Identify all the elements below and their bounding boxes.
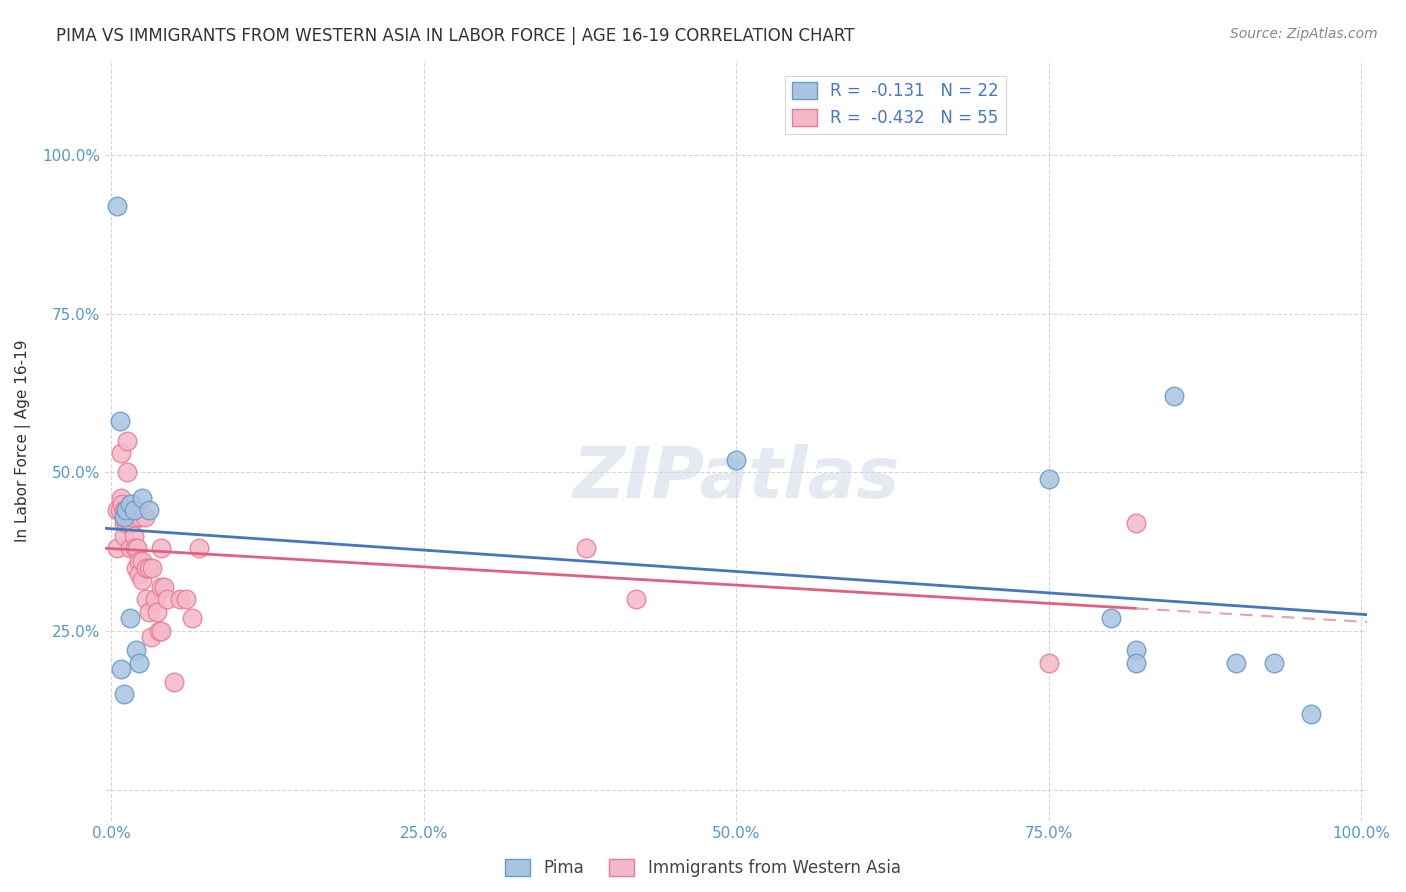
Point: [107, 199, 129, 213]
Text: ZIPatlas: ZIPatlas: [572, 444, 900, 513]
Point: [1125, 643, 1147, 657]
Point: [150, 541, 173, 556]
Point: [128, 554, 150, 568]
Point: [115, 516, 138, 530]
Legend: Pima, Immigrants from Western Asia: Pima, Immigrants from Western Asia: [499, 852, 907, 884]
Point: [111, 497, 134, 511]
Point: [624, 592, 647, 607]
Point: [112, 529, 135, 543]
Point: [121, 497, 143, 511]
Point: [152, 580, 174, 594]
Point: [141, 631, 163, 645]
Point: [110, 446, 132, 460]
Point: [122, 503, 145, 517]
Point: [156, 592, 179, 607]
Point: [187, 541, 209, 556]
Point: [115, 503, 138, 517]
Point: [174, 592, 197, 607]
Point: [1038, 656, 1060, 670]
Point: [129, 509, 152, 524]
Point: [115, 503, 138, 517]
Point: [135, 560, 157, 574]
Point: [150, 624, 173, 638]
Point: [122, 529, 145, 543]
Point: [117, 434, 139, 448]
Legend: R =  -0.131   N = 22, R =  -0.432   N = 55: R = -0.131 N = 22, R = -0.432 N = 55: [786, 76, 1005, 134]
Point: [1125, 656, 1147, 670]
Point: [181, 611, 204, 625]
Point: [169, 592, 191, 607]
Point: [146, 605, 169, 619]
Point: [122, 503, 145, 517]
Point: [138, 605, 160, 619]
Point: [117, 465, 139, 479]
Point: [575, 541, 598, 556]
Point: [131, 573, 153, 587]
Point: [141, 560, 163, 574]
Point: [131, 491, 153, 505]
Point: [108, 503, 131, 517]
Point: [108, 415, 131, 429]
Point: [118, 611, 141, 625]
Point: [112, 503, 135, 517]
Point: [1125, 516, 1147, 530]
Point: [112, 688, 135, 702]
Point: [128, 566, 150, 581]
Point: [121, 509, 143, 524]
Point: [127, 541, 149, 556]
Point: [163, 674, 186, 689]
Point: [1163, 389, 1185, 403]
Point: [131, 554, 153, 568]
Point: [135, 592, 157, 607]
Point: [112, 516, 135, 530]
Point: [1225, 656, 1247, 670]
Text: Source: ZipAtlas.com: Source: ZipAtlas.com: [1230, 27, 1378, 41]
Point: [150, 580, 173, 594]
Y-axis label: In Labor Force | Age 16-19: In Labor Force | Age 16-19: [15, 339, 31, 541]
Point: [1301, 706, 1323, 721]
Point: [120, 516, 142, 530]
Point: [118, 503, 141, 517]
Point: [124, 541, 146, 556]
Point: [138, 503, 160, 517]
Point: [1038, 472, 1060, 486]
Point: [118, 516, 141, 530]
Point: [120, 503, 142, 517]
Point: [107, 541, 129, 556]
Point: [134, 509, 156, 524]
Point: [125, 560, 148, 574]
Point: [118, 509, 141, 524]
Point: [107, 503, 129, 517]
Point: [1263, 656, 1285, 670]
Point: [128, 656, 150, 670]
Point: [143, 592, 166, 607]
Point: [118, 541, 141, 556]
Point: [125, 643, 148, 657]
Point: [118, 497, 141, 511]
Point: [110, 662, 132, 676]
Point: [148, 624, 170, 638]
Point: [1099, 611, 1122, 625]
Point: [112, 509, 135, 524]
Text: PIMA VS IMMIGRANTS FROM WESTERN ASIA IN LABOR FORCE | AGE 16-19 CORRELATION CHAR: PIMA VS IMMIGRANTS FROM WESTERN ASIA IN …: [56, 27, 855, 45]
Point: [725, 452, 748, 467]
Point: [138, 560, 160, 574]
Point: [110, 491, 132, 505]
